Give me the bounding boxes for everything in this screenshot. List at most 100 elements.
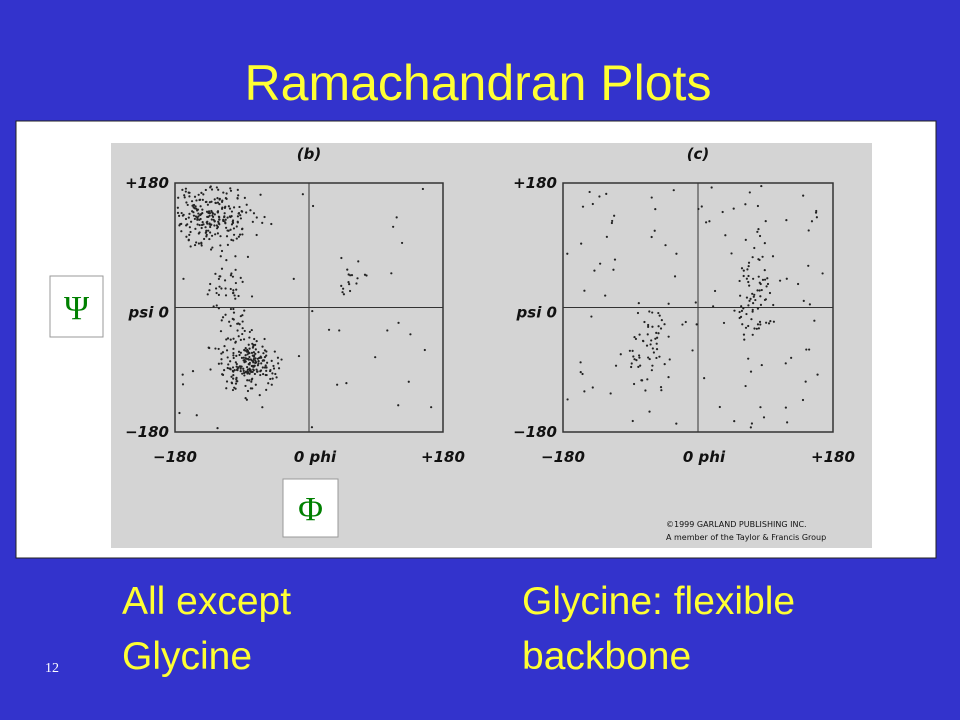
scatter-dot bbox=[259, 369, 263, 372]
scatter-dot bbox=[197, 212, 200, 215]
scatter-dot bbox=[241, 372, 244, 375]
scatter-dot bbox=[234, 297, 237, 300]
scatter-dot bbox=[220, 207, 224, 210]
scatter-dot bbox=[752, 295, 755, 298]
scatter-dot bbox=[189, 230, 192, 234]
scatter-dot bbox=[226, 337, 230, 340]
scatter-dot bbox=[232, 291, 235, 294]
scatter-dot bbox=[238, 353, 241, 357]
scatter-dot bbox=[221, 351, 225, 354]
scatter-dot bbox=[667, 302, 670, 305]
copyright: ©1999 GARLAND PUBLISHING INC. bbox=[666, 520, 807, 529]
x-label: 0 phi bbox=[294, 448, 337, 466]
scatter-dot bbox=[206, 203, 209, 206]
scatter-dot bbox=[655, 356, 658, 360]
scatter-dot bbox=[244, 349, 247, 352]
scatter-dot bbox=[311, 204, 315, 208]
scatter-dot bbox=[217, 277, 221, 281]
scatter-dot bbox=[747, 274, 750, 278]
scatter-dot bbox=[229, 287, 232, 291]
scatter-dot bbox=[660, 389, 663, 392]
scatter-dot bbox=[213, 213, 216, 216]
scatter-dot bbox=[599, 262, 602, 265]
scatter-dot bbox=[632, 382, 636, 386]
scatter-dot bbox=[748, 299, 751, 302]
scatter-dot bbox=[659, 327, 663, 330]
scatter-dot bbox=[336, 383, 339, 386]
scatter-dot bbox=[612, 268, 615, 271]
scatter-dot bbox=[640, 379, 643, 382]
scatter-dot bbox=[205, 200, 208, 203]
scatter-dot bbox=[263, 337, 266, 341]
scatter-dot bbox=[188, 212, 191, 215]
scatter-dot bbox=[209, 248, 213, 251]
scatter-dot bbox=[638, 333, 641, 336]
scatter-dot bbox=[211, 246, 214, 249]
scatter-dot bbox=[759, 295, 762, 298]
caption: Glycine bbox=[122, 635, 252, 678]
scatter-dot bbox=[275, 376, 278, 379]
scatter-dot bbox=[228, 320, 231, 323]
phi-box bbox=[282, 478, 339, 538]
scatter-dot bbox=[217, 293, 221, 296]
scatter-dot bbox=[270, 359, 273, 362]
scatter-dot bbox=[747, 357, 750, 360]
scatter-dot bbox=[233, 369, 236, 372]
scatter-dot bbox=[213, 220, 216, 223]
scatter-dot bbox=[348, 283, 351, 286]
scatter-dot bbox=[210, 188, 214, 191]
scatter-dot bbox=[217, 307, 220, 310]
scatter-dot bbox=[224, 221, 227, 224]
scatter-dot bbox=[242, 367, 245, 370]
scatter-dot bbox=[219, 235, 222, 238]
scatter-dot bbox=[236, 188, 239, 191]
scatter-dot bbox=[754, 298, 757, 302]
scatter-dot bbox=[241, 327, 244, 330]
scatter-dot bbox=[763, 278, 767, 281]
scatter-dot bbox=[223, 212, 226, 215]
scatter-dot bbox=[230, 375, 233, 378]
scatter-dot bbox=[226, 356, 229, 359]
scatter-dot bbox=[224, 205, 227, 208]
scatter-dot bbox=[246, 389, 250, 393]
scatter-dot bbox=[753, 246, 756, 250]
scatter-dot bbox=[655, 331, 658, 334]
scatter-dot bbox=[249, 358, 252, 361]
scatter-dot bbox=[738, 279, 741, 283]
scatter-dot bbox=[742, 307, 745, 310]
scatter-dot bbox=[176, 211, 180, 214]
scatter-dot bbox=[224, 294, 228, 297]
scatter-dot bbox=[757, 228, 760, 231]
scatter-dot bbox=[234, 361, 237, 364]
scatter-dot bbox=[753, 293, 756, 296]
x-label: −180 bbox=[541, 448, 585, 466]
scatter-dot bbox=[232, 289, 235, 292]
x-label: +180 bbox=[421, 448, 465, 466]
scatter-dot bbox=[188, 226, 191, 229]
scatter-dot bbox=[252, 351, 256, 354]
scatter-dot bbox=[588, 190, 591, 194]
scatter-dot bbox=[238, 323, 241, 326]
scatter-dot bbox=[178, 411, 181, 415]
scatter-dot bbox=[747, 324, 750, 328]
scatter-dot bbox=[231, 275, 235, 278]
scatter-dot bbox=[756, 230, 759, 233]
scatter-dot bbox=[650, 339, 653, 342]
scatter-dot bbox=[386, 329, 389, 332]
scatter-dot bbox=[250, 351, 254, 354]
scatter-dot bbox=[191, 370, 195, 373]
scatter-dot bbox=[705, 221, 708, 224]
scatter-dot bbox=[261, 221, 264, 224]
scatter-dot bbox=[241, 280, 244, 283]
scatter-dot bbox=[648, 357, 651, 361]
scatter-dot bbox=[250, 295, 254, 298]
scatter-dot bbox=[392, 225, 395, 228]
scatter-dot bbox=[214, 201, 217, 204]
scatter-dot bbox=[247, 358, 251, 361]
scatter-dot bbox=[209, 225, 212, 229]
caption: All except bbox=[122, 580, 291, 623]
scatter-dot bbox=[784, 362, 787, 365]
scatter-dot bbox=[579, 371, 582, 374]
scatter-dot bbox=[221, 316, 225, 319]
scatter-dot bbox=[192, 203, 196, 207]
